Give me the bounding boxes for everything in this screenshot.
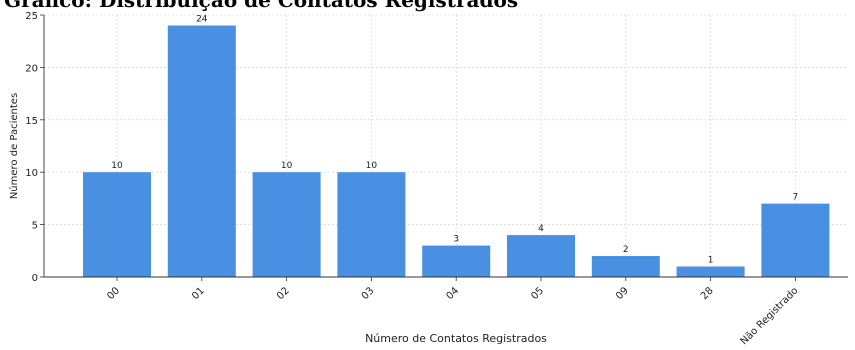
y-tick-label: 15	[25, 116, 38, 127]
bar-value-label: 4	[538, 224, 544, 234]
bar	[761, 203, 830, 277]
y-tick-label: 25	[25, 11, 38, 22]
bar-value-label: 3	[453, 235, 459, 245]
x-tick-label: 01	[190, 285, 207, 302]
bar	[167, 25, 236, 278]
bar	[337, 172, 406, 277]
bar-value-label: 1	[708, 256, 714, 266]
bar-value-label: 24	[196, 14, 208, 24]
y-tick-label: 20	[25, 63, 38, 74]
bar-value-label: 2	[623, 245, 629, 255]
bars: 10 24 10 10 3 4 2 1 7	[83, 14, 830, 278]
bar	[591, 256, 660, 277]
y-axis-label: Número de Pacientes	[8, 93, 20, 199]
y-tick-label: 10	[25, 168, 38, 179]
x-tick-label: 04	[445, 285, 462, 302]
bar	[422, 245, 491, 277]
x-tick-label: Não Registrado	[739, 285, 801, 345]
bar-value-label: 7	[793, 193, 799, 203]
x-tick-label: 28	[699, 285, 716, 302]
grid-lines	[44, 14, 848, 278]
x-tick-label: 00	[105, 285, 122, 302]
bar-value-label: 10	[366, 161, 378, 171]
y-tick-label: 0	[32, 273, 38, 284]
bar-value-label: 10	[111, 161, 123, 171]
x-tick-label: 02	[275, 285, 292, 302]
x-axis-label: Número de Contatos Registrados	[365, 332, 547, 345]
bar	[676, 266, 745, 277]
bar	[83, 172, 151, 277]
x-tick-label: 03	[360, 285, 377, 302]
bar-value-label: 10	[281, 161, 293, 171]
chart-title: Gráfico: Distribuição de Contatos Regist…	[4, 0, 519, 12]
bar	[507, 235, 575, 277]
x-tick-label: 09	[614, 285, 631, 302]
x-tick-label: 05	[529, 285, 546, 302]
bar	[252, 172, 321, 277]
y-tick-label: 5	[32, 221, 38, 232]
